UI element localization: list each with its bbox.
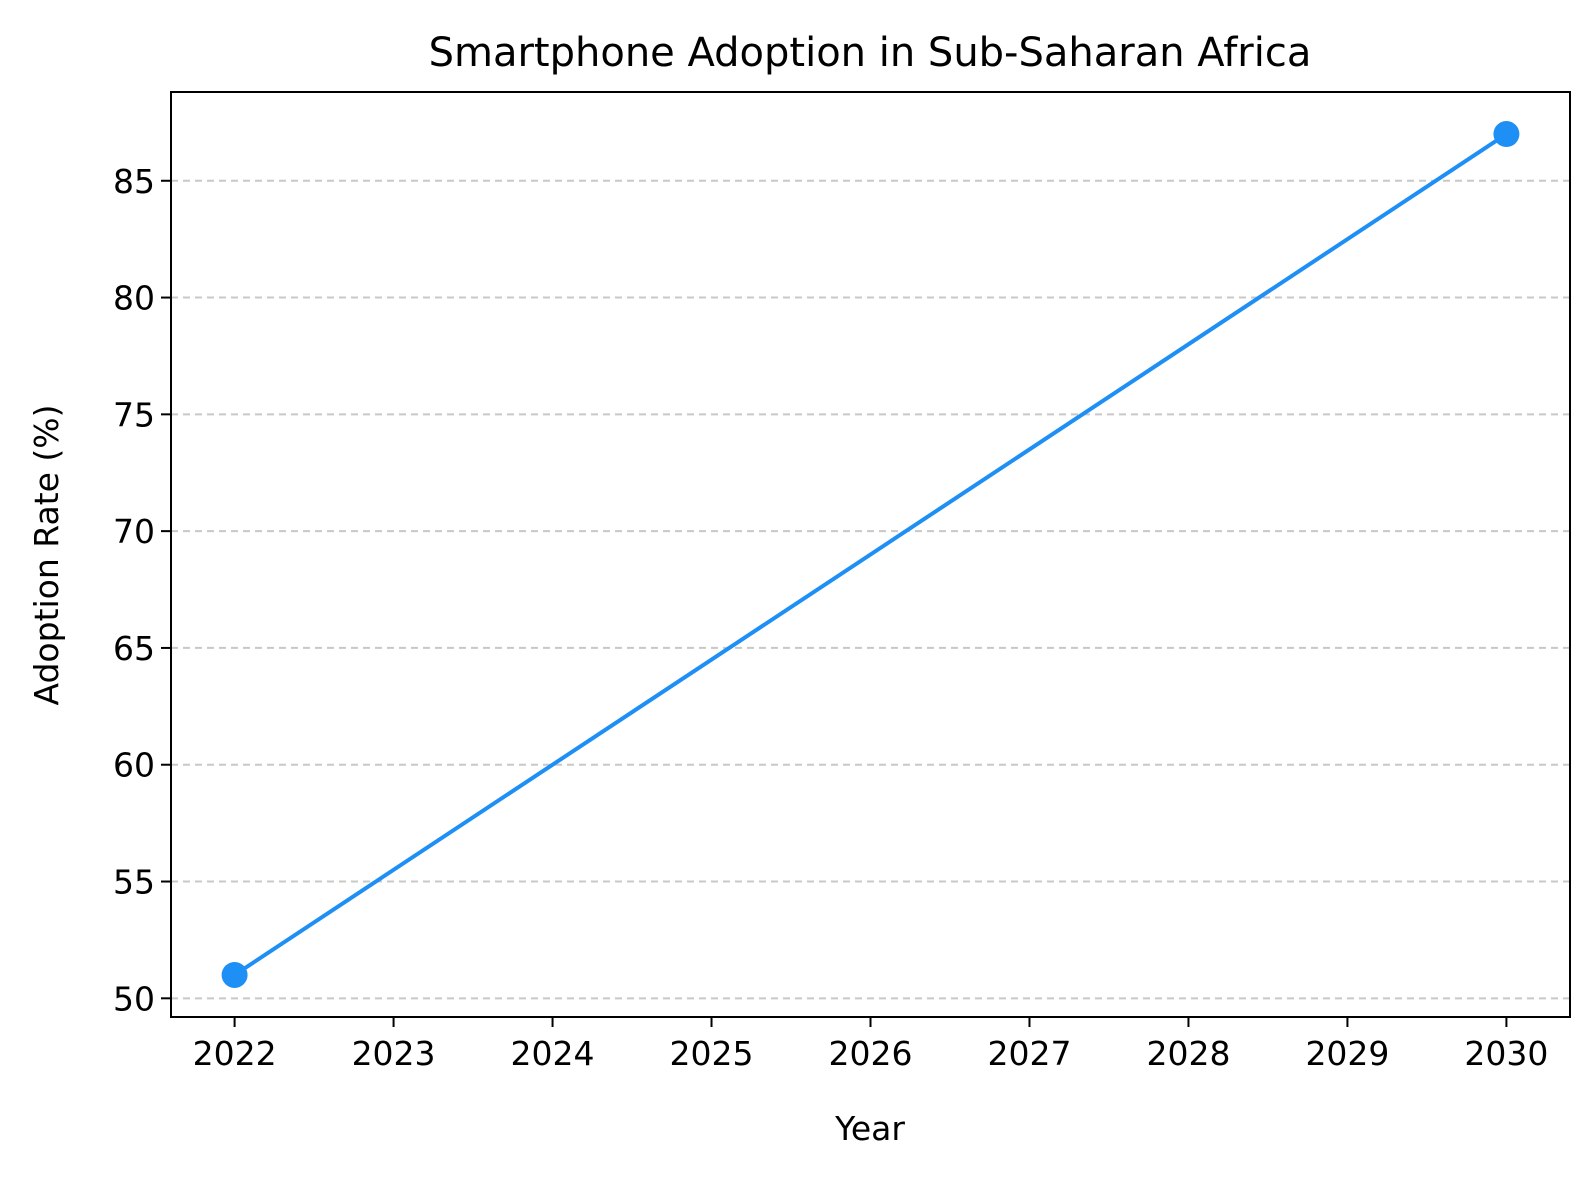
y-axis-label: Adoption Rate (%) [27, 404, 66, 705]
x-axis-ticks: 2022 2023 2024 2025 2026 2027 2028 2029 2030 [193, 1017, 1548, 1073]
x-tick-label: 2023 [352, 1034, 436, 1073]
gridlines [171, 179, 1570, 1000]
y-tick-label: 65 [113, 629, 155, 668]
data-point [1493, 121, 1520, 148]
y-axis-ticks: 50 55 60 65 70 75 80 85 [113, 162, 171, 1018]
x-tick-label: 2026 [829, 1034, 913, 1073]
x-tick-label: 2028 [1146, 1034, 1230, 1073]
y-tick-label: 85 [113, 162, 155, 201]
y-tick-label: 70 [113, 512, 155, 551]
series-layer [221, 121, 1520, 988]
y-tick-label: 80 [113, 279, 155, 318]
y-tick-label: 55 [113, 863, 155, 902]
x-tick-label: 2027 [987, 1034, 1071, 1073]
x-tick-label: 2024 [511, 1034, 595, 1073]
x-tick-label: 2030 [1464, 1034, 1548, 1073]
x-axis-label: Year [834, 1109, 905, 1148]
data-point [221, 961, 248, 988]
x-tick-label: 2022 [193, 1034, 277, 1073]
series-line [232, 132, 1509, 977]
x-tick-label: 2025 [670, 1034, 754, 1073]
y-tick-label: 60 [113, 746, 155, 785]
y-tick-label: 75 [113, 395, 155, 434]
y-tick-label: 50 [113, 979, 155, 1018]
chart-title: Smartphone Adoption in Sub-Saharan Afric… [429, 30, 1312, 76]
x-tick-label: 2029 [1305, 1034, 1389, 1073]
